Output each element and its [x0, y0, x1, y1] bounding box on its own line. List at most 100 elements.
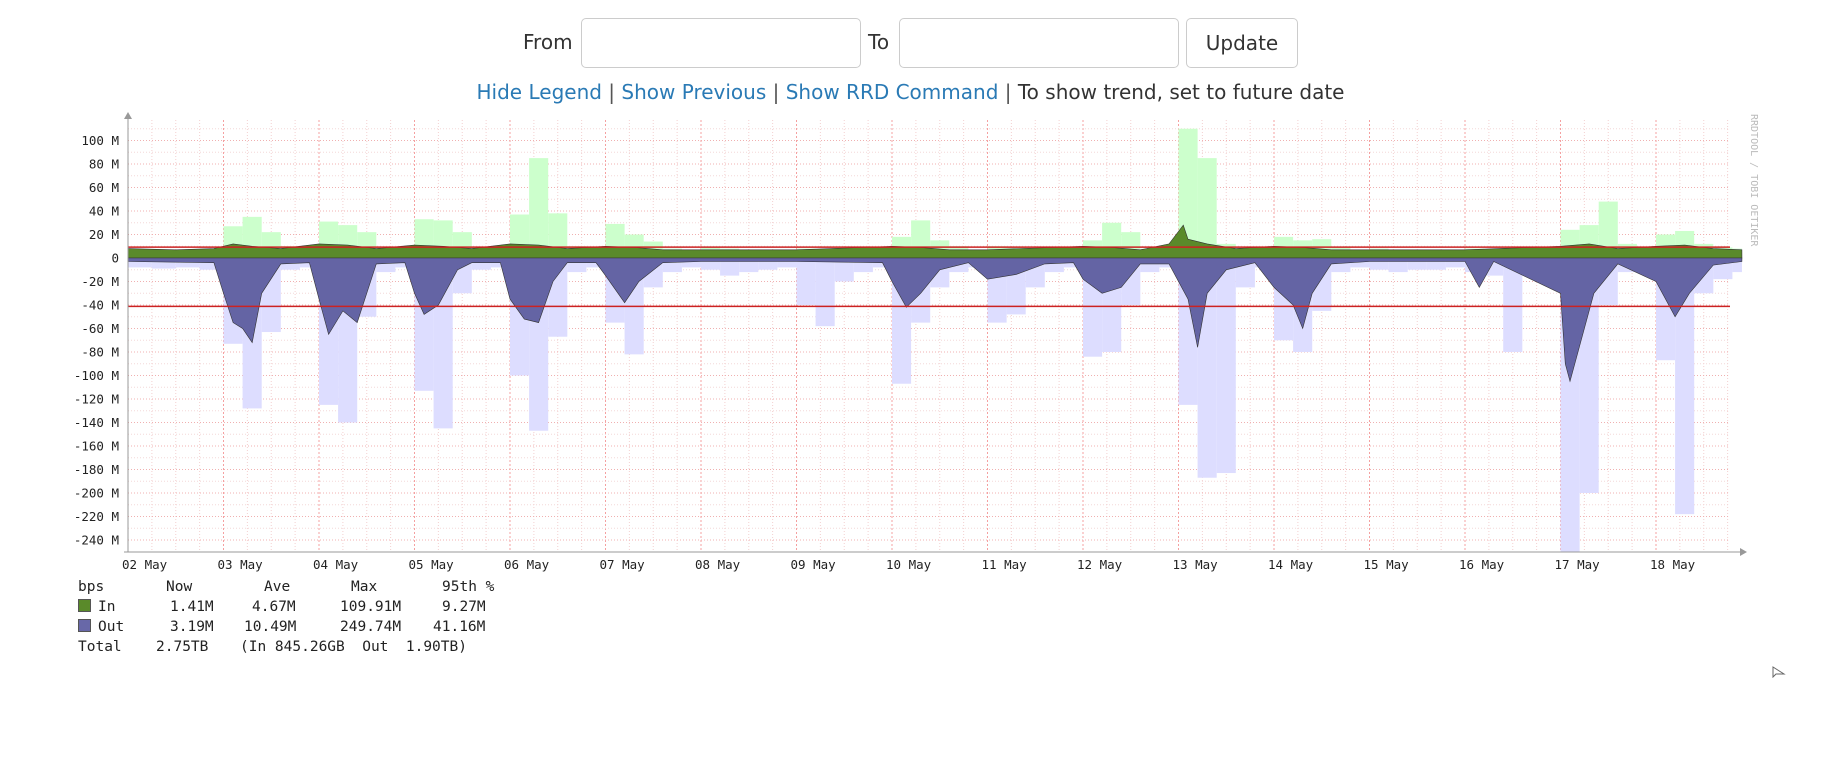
average-areas-layer: [127, 224, 1743, 383]
chart-axes: [124, 112, 1747, 556]
out-color-swatch: [78, 619, 91, 632]
show-previous-link[interactable]: Show Previous: [621, 80, 767, 104]
y-axis-arrow: [124, 112, 132, 119]
out-max-bar: [758, 258, 778, 270]
out-max-bar: [720, 258, 740, 276]
x-tick-label: 11 May: [982, 557, 1028, 572]
y-tick-label: -140 M: [74, 415, 119, 430]
x-tick-label: 14 May: [1268, 557, 1314, 572]
legend-header-p95: 95th %: [442, 579, 495, 595]
out-max-bar: [777, 258, 797, 268]
x-tick-label: 15 May: [1364, 557, 1410, 572]
x-tick-label: 18 May: [1650, 557, 1696, 572]
legend-in-p95: 9.27M: [442, 599, 486, 615]
in-color-swatch: [78, 599, 91, 612]
out-max-bar: [701, 258, 721, 270]
legend-total-label: Total: [78, 639, 122, 655]
legend-unit: bps: [78, 579, 105, 595]
x-tick-label: 04 May: [313, 557, 359, 572]
y-tick-label: -160 M: [74, 439, 119, 454]
out-max-bar: [1216, 258, 1236, 474]
out-max-bar: [1732, 258, 1742, 273]
y-tick-label: 60 M: [89, 180, 119, 195]
x-tick-label: 07 May: [600, 557, 646, 572]
out-max-bar: [128, 258, 152, 268]
legend-in-now: 1.41M: [170, 599, 214, 615]
date-range-form: From To Update: [0, 18, 1821, 72]
y-tick-label: -220 M: [74, 509, 119, 524]
legend-row-out: Out 3.19M 10.49M 249.74M 41.16M: [78, 617, 485, 637]
x-tick-label: 16 May: [1459, 557, 1505, 572]
x-tick-label: 09 May: [791, 557, 837, 572]
legend-in-ave: 4.67M: [252, 599, 296, 615]
mouse-cursor-icon: [1772, 666, 1786, 678]
p95-lines-layer: [128, 246, 1730, 308]
y-tick-label: 40 M: [89, 204, 119, 219]
x-tick-label: 13 May: [1173, 557, 1219, 572]
y-tick-label: -40 M: [81, 298, 119, 313]
y-tick-label: -120 M: [74, 392, 119, 407]
legend-header: bps Now Ave Max 95th %: [78, 577, 494, 597]
out-max-bar: [1407, 258, 1427, 270]
out-max-bar: [1369, 258, 1389, 270]
legend: bps Now Ave Max 95th % In 1.41M 4.67M 10…: [78, 577, 494, 657]
hide-legend-link[interactable]: Hide Legend: [476, 80, 602, 104]
out-max-bar: [471, 258, 491, 270]
legend-header-max: Max: [351, 579, 378, 595]
out-average-area: [127, 257, 1743, 383]
out-max-bar: [151, 258, 176, 269]
legend-out-name: Out: [98, 619, 125, 635]
out-max-bar: [815, 258, 835, 327]
x-tick-label: 02 May: [122, 557, 168, 572]
y-tick-label: -20 M: [81, 274, 119, 289]
legend-out-p95: 41.16M: [433, 619, 486, 635]
out-max-bar: [796, 258, 816, 305]
legend-row-total: Total 2.75TB (In 845.26GB Out 1.90TB): [78, 637, 467, 657]
link-separator: |: [1004, 80, 1012, 104]
y-tick-label: 0: [111, 251, 119, 266]
x-axis-tick-labels: 02 May 03 May 04 May 05 May 06 May 07 May 08 M…: [122, 557, 1696, 572]
show-rrd-command-link[interactable]: Show RRD Command: [785, 80, 999, 104]
x-tick-label: 12 May: [1077, 557, 1123, 572]
legend-total-detail: (In 845.26GB Out 1.90TB): [240, 639, 467, 655]
out-max-bar: [681, 258, 701, 268]
legend-in-max: 109.91M: [340, 599, 402, 615]
legend-total-value: 2.75TB: [156, 639, 209, 655]
y-tick-label: -60 M: [81, 321, 119, 336]
x-tick-label: 06 May: [504, 557, 550, 572]
in-max-bar: [529, 158, 549, 258]
y-tick-label: 80 M: [89, 157, 119, 172]
out-max-bar: [834, 258, 854, 282]
from-date-input[interactable]: [581, 18, 861, 68]
x-tick-label: 05 May: [409, 557, 455, 572]
out-max-bar: [280, 258, 300, 270]
legend-out-ave: 10.49M: [244, 619, 297, 635]
out-max-bar: [1445, 258, 1465, 268]
y-tick-label: -180 M: [74, 462, 119, 477]
legend-header-ave: Ave: [264, 579, 291, 595]
link-separator: |: [608, 80, 616, 104]
rrdtool-watermark: RRDTOOL / TOBI OETIKER: [1748, 114, 1759, 247]
link-separator: |: [772, 80, 780, 104]
trend-note: To show trend, set to future date: [1017, 80, 1345, 104]
to-date-input[interactable]: [899, 18, 1179, 68]
y-tick-label: -100 M: [74, 368, 119, 383]
out-max-bar: [1675, 258, 1695, 515]
x-tick-label: 17 May: [1555, 557, 1601, 572]
out-max-bar: [1350, 258, 1370, 268]
out-max-bar: [175, 258, 200, 268]
x-tick-label: 03 May: [218, 557, 264, 572]
out-max-bar: [1503, 258, 1523, 352]
chart-grid: [127, 120, 1730, 552]
y-tick-label: 20 M: [89, 227, 119, 242]
update-button[interactable]: Update: [1186, 18, 1298, 68]
in-average-area: [127, 224, 1743, 259]
legend-out-max: 249.74M: [340, 619, 402, 635]
x-tick-label: 08 May: [695, 557, 741, 572]
legend-out-now: 3.19M: [170, 619, 214, 635]
in-max-bar: [1197, 158, 1217, 258]
y-tick-label: -80 M: [81, 345, 119, 360]
legend-in-name: In: [98, 599, 116, 615]
y-axis-tick-labels: 100 M 80 M 60 M 40 M 20 M 0 -20 M -40 M -60 M -80…: [74, 133, 119, 548]
traffic-graph: 100 M 80 M 60 M 40 M 20 M 0 -20 M -40 M -60 M -80…: [74, 112, 1759, 572]
